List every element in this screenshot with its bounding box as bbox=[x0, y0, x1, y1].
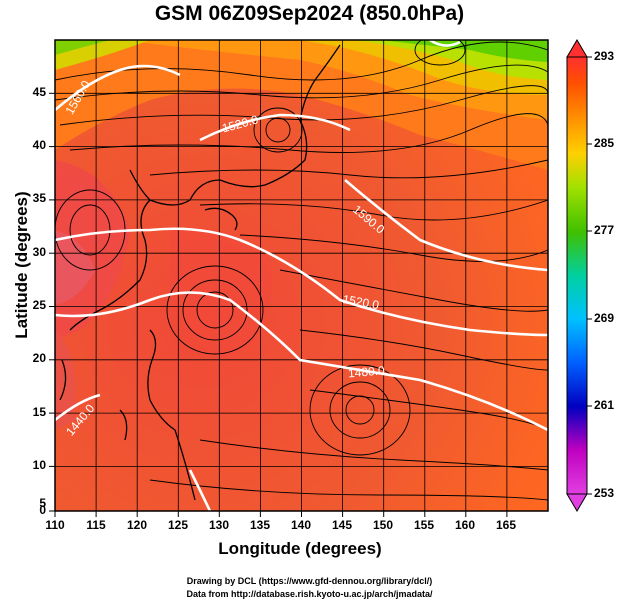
y-tick-label: 45 bbox=[32, 85, 46, 99]
colorbar-gradient bbox=[566, 56, 588, 495]
wind-streamlines bbox=[55, 40, 548, 501]
colorbar-bottom-triangle bbox=[566, 493, 588, 512]
contour-label-1480: 1480.0 bbox=[347, 363, 385, 380]
y-tick-label: 15 bbox=[32, 405, 46, 419]
y-tick-label: 25 bbox=[32, 298, 46, 312]
map-title: GSM 06Z09Sep2024 (850.0hPa) bbox=[154, 2, 465, 25]
y-tick-label: 5 bbox=[39, 496, 46, 510]
x-tick-label: 145 bbox=[331, 518, 353, 532]
x-tick-label: 160 bbox=[454, 518, 476, 532]
x-tick-label: 165 bbox=[495, 518, 517, 532]
credit-data-source: Data from http://database.rish.kyoto-u.a… bbox=[186, 589, 433, 599]
colorbar-tick-label: 293 bbox=[594, 49, 615, 63]
y-tick-label: 20 bbox=[32, 351, 46, 365]
x-tick-label: 130 bbox=[208, 518, 230, 532]
colorbar-top-triangle bbox=[566, 39, 588, 58]
x-tick-label: 125 bbox=[167, 518, 189, 532]
height-contours bbox=[55, 40, 548, 511]
y-tick-label: 40 bbox=[32, 138, 46, 152]
y-tick-label: 30 bbox=[32, 245, 46, 259]
y-tick-label: 35 bbox=[32, 191, 46, 205]
x-tick-label: 120 bbox=[126, 518, 148, 532]
credit-drawing: Drawing by DCL (https://www.gfd-dennou.o… bbox=[186, 576, 433, 586]
colorbar-tick-label: 261 bbox=[594, 398, 615, 412]
y-tick-label: 10 bbox=[32, 458, 46, 472]
colorbar-tick-label: 285 bbox=[594, 136, 615, 150]
colorbar-tick-label: 253 bbox=[594, 486, 615, 500]
x-axis-label: Longitude (degrees) bbox=[218, 539, 382, 558]
x-tick-label: 115 bbox=[86, 518, 106, 532]
x-tick-label: 110 bbox=[45, 518, 65, 532]
axis-ticks bbox=[49, 92, 508, 517]
x-tick-label: 135 bbox=[249, 518, 271, 532]
colorbar-tick-label: 269 bbox=[594, 311, 615, 325]
colorbar-tick-label: 277 bbox=[594, 223, 615, 237]
y-tick-label: 0 bbox=[39, 503, 46, 517]
x-tick-label: 140 bbox=[290, 518, 312, 532]
colorbar bbox=[566, 39, 592, 512]
x-tick-label: 150 bbox=[372, 518, 394, 532]
coastlines bbox=[59, 44, 341, 501]
y-axis-label: Latitude (degrees) bbox=[12, 191, 31, 339]
lat-lon-grid bbox=[55, 40, 548, 511]
x-tick-label: 155 bbox=[413, 518, 435, 532]
contour-label-1520b: 1520.0 bbox=[342, 292, 381, 312]
